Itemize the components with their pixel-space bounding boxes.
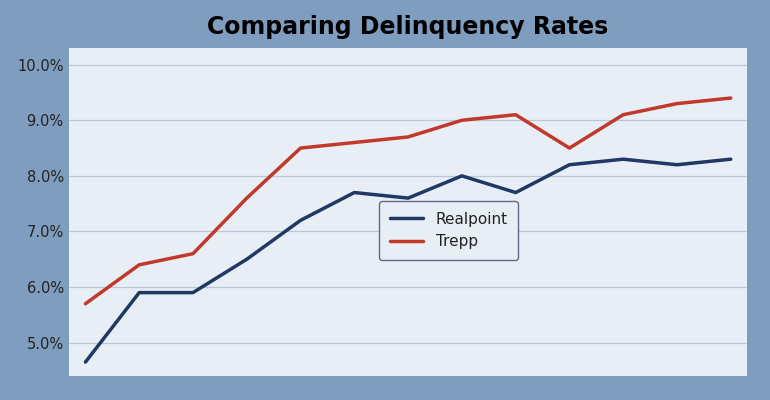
Trepp bbox=[403, 134, 413, 139]
Realpoint bbox=[189, 290, 198, 295]
Trepp bbox=[189, 251, 198, 256]
Line: Trepp: Trepp bbox=[85, 98, 731, 304]
Realpoint bbox=[242, 257, 251, 262]
Title: Comparing Delinquency Rates: Comparing Delinquency Rates bbox=[207, 15, 609, 39]
Trepp bbox=[242, 196, 251, 200]
Realpoint bbox=[135, 290, 144, 295]
Realpoint bbox=[81, 360, 90, 364]
Realpoint bbox=[618, 157, 628, 162]
Trepp bbox=[81, 301, 90, 306]
Trepp bbox=[618, 112, 628, 117]
Trepp bbox=[350, 140, 359, 145]
Realpoint bbox=[511, 190, 521, 195]
Realpoint bbox=[350, 190, 359, 195]
Trepp bbox=[511, 112, 521, 117]
Realpoint bbox=[296, 218, 305, 223]
Trepp bbox=[672, 101, 681, 106]
Realpoint bbox=[726, 157, 735, 162]
Trepp bbox=[457, 118, 467, 123]
Trepp bbox=[565, 146, 574, 150]
Realpoint bbox=[672, 162, 681, 167]
Trepp bbox=[135, 262, 144, 267]
Realpoint bbox=[403, 196, 413, 200]
Legend: Realpoint, Trepp: Realpoint, Trepp bbox=[379, 201, 518, 260]
Trepp bbox=[726, 96, 735, 100]
Realpoint bbox=[565, 162, 574, 167]
Line: Realpoint: Realpoint bbox=[85, 159, 731, 362]
Trepp bbox=[296, 146, 305, 150]
Realpoint bbox=[457, 174, 467, 178]
